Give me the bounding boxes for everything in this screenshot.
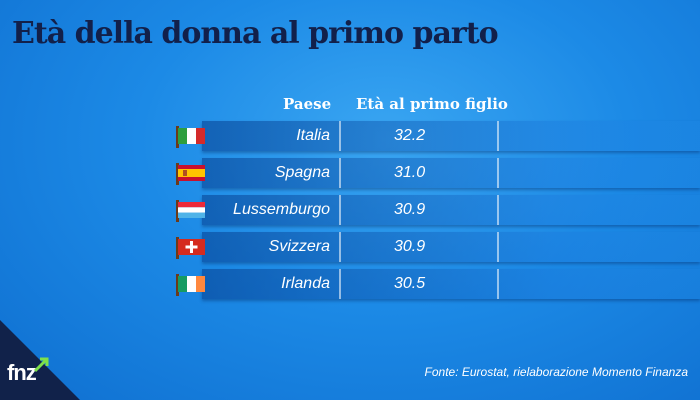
table-row: Lussemburgo 30.9 [172,192,700,228]
italy-flag-icon [176,126,205,148]
row-separator [497,232,499,262]
switzerland-flag-icon [176,237,205,259]
column-header-age: Età al primo figlio [356,95,508,113]
row-band [202,158,700,188]
column-header-country: Paese [283,95,332,113]
ireland-flag-icon [176,274,205,296]
spain-flag-icon [176,163,205,185]
age-value: 30.5 [394,275,426,292]
country-name: Italia [296,127,330,144]
table-row: Italia 32.2 [172,118,700,154]
country-name: Irlanda [281,275,330,292]
source-note: Fonte: Eurostat, rielaborazione Momento … [424,365,688,379]
row-band [202,269,700,299]
row-band [202,195,700,225]
country-name: Svizzera [268,238,330,255]
country-name: Lussemburgo [233,201,330,218]
table-row: Spagna 31.0 [172,155,700,191]
row-band [202,232,700,262]
row-separator [497,158,499,188]
age-value: 32.2 [394,127,426,144]
age-value: 30.9 [394,201,426,218]
row-separator [339,121,341,151]
age-value: 30.9 [394,238,426,255]
table-row: Svizzera 30.9 [172,229,700,265]
row-separator [497,269,499,299]
row-band [202,121,700,151]
row-separator [497,121,499,151]
age-value: 31.0 [394,164,426,181]
country-name: Spagna [274,164,330,181]
row-separator [339,232,341,262]
table-row: Irlanda 30.5 [172,266,700,302]
row-separator [339,269,341,299]
luxembourg-flag-icon [176,200,205,222]
row-separator [497,195,499,225]
trend-arrow-icon [33,357,49,373]
brand-logo: fnz [7,360,37,385]
chart-title: Età della donna al primo parto [12,16,499,51]
row-separator [339,158,341,188]
row-separator [339,195,341,225]
